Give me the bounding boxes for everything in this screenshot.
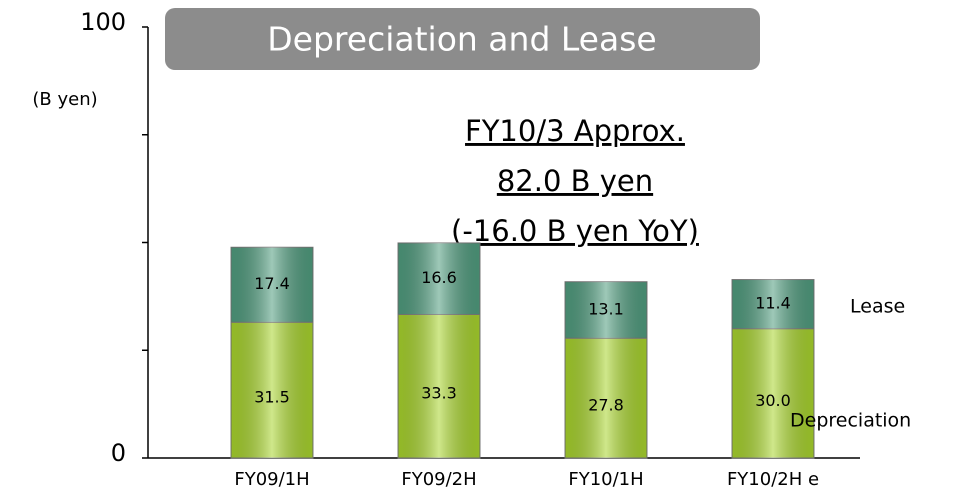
value-label: 27.8 bbox=[588, 396, 624, 415]
value-label: 16.6 bbox=[421, 268, 457, 287]
x-tick-label: FY10/2H e bbox=[727, 469, 819, 490]
legend-label: Depreciation bbox=[790, 410, 911, 432]
bar-shine bbox=[732, 279, 814, 329]
x-tick-label: FY09/1H bbox=[234, 469, 309, 490]
x-tick-label: FY10/1H bbox=[568, 469, 643, 490]
value-label: 31.5 bbox=[254, 388, 290, 407]
value-label: 30.0 bbox=[755, 391, 791, 410]
value-label: 11.4 bbox=[755, 294, 791, 313]
title-box bbox=[165, 8, 760, 70]
annotation: FY10/3 Approx. bbox=[465, 114, 685, 148]
chart-title: Depreciation and Lease bbox=[267, 20, 656, 59]
y-tick-label: 0 bbox=[111, 439, 126, 467]
annotation: (-16.0 B yen YoY) bbox=[451, 214, 699, 248]
bar-shine bbox=[398, 242, 480, 315]
y-tick-label: 100 bbox=[80, 8, 126, 36]
bar-shine bbox=[398, 314, 480, 458]
bar-shine bbox=[565, 338, 647, 458]
bar-shine bbox=[231, 322, 313, 458]
value-label: 33.3 bbox=[421, 384, 457, 403]
bar-shine bbox=[565, 281, 647, 339]
x-tick-label: FY09/2H bbox=[401, 469, 476, 490]
bar-shine bbox=[732, 328, 814, 458]
value-label: 17.4 bbox=[254, 274, 290, 293]
annotation: 82.0 B yen bbox=[497, 164, 653, 198]
bar-shine bbox=[231, 247, 313, 323]
legend-label: Lease bbox=[850, 296, 905, 318]
y-axis-label: (B yen) bbox=[32, 89, 97, 110]
value-label: 13.1 bbox=[588, 299, 624, 318]
